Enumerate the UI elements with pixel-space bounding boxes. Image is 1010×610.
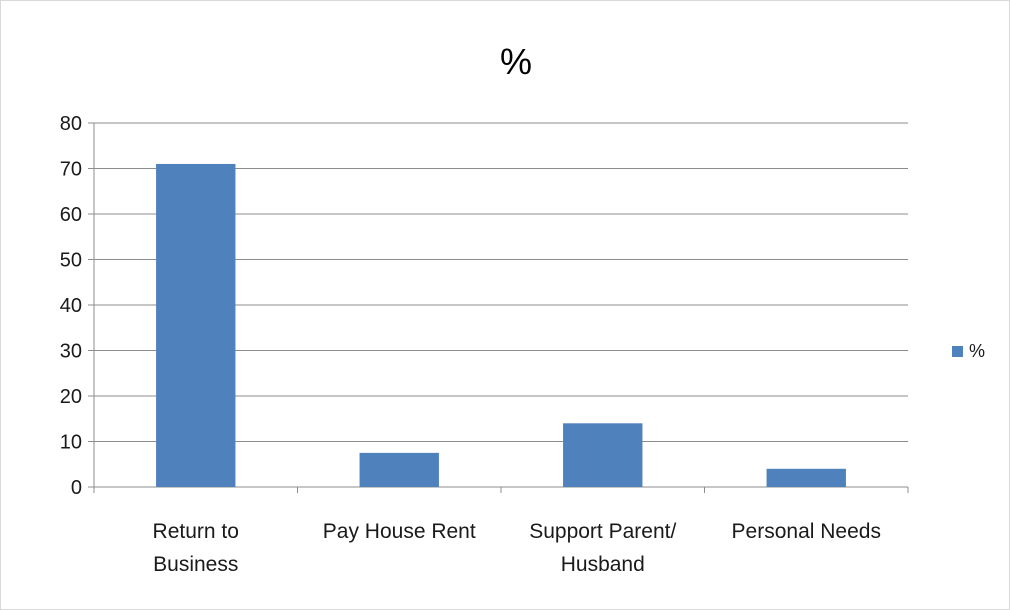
legend: % (952, 341, 985, 361)
bar (766, 468, 846, 487)
x-category-label-line: Pay House Rent (323, 520, 476, 543)
x-category-label-line: Husband (561, 553, 645, 576)
bars (156, 163, 846, 487)
bar (563, 423, 643, 487)
x-category-label-line: Return to (153, 520, 239, 543)
y-tick-label: 50 (60, 250, 82, 272)
y-tick-labels: 0 10 20 30 40 50 60 70 80 (60, 113, 82, 499)
y-tick-label: 0 (71, 477, 82, 499)
x-category-label-line: Personal Needs (732, 520, 881, 543)
y-tick-label: 80 (60, 113, 82, 135)
x-category-label: Pay House Rent (323, 520, 476, 543)
x-category-label-line: Support Parent/ (529, 520, 676, 543)
y-tick-label: 10 (60, 432, 82, 454)
bar (156, 163, 236, 487)
y-tick-label: 70 (60, 159, 82, 181)
legend-label: % (969, 341, 985, 361)
bar (359, 452, 439, 487)
x-category-label: Personal Needs (732, 520, 881, 543)
x-category-label: Support Parent/Husband (529, 520, 676, 576)
x-category-label: Return to Business (153, 520, 239, 576)
y-tick-label: 40 (60, 295, 82, 317)
y-tick-label: 20 (60, 386, 82, 408)
x-category-label-line: Business (153, 553, 238, 576)
y-tick-label: 30 (60, 341, 82, 363)
legend-swatch (952, 346, 963, 357)
x-category-labels: Return to Business Pay House Rent Support P… (153, 520, 881, 576)
chart-title: % (500, 41, 532, 82)
y-tick-label: 60 (60, 204, 82, 226)
